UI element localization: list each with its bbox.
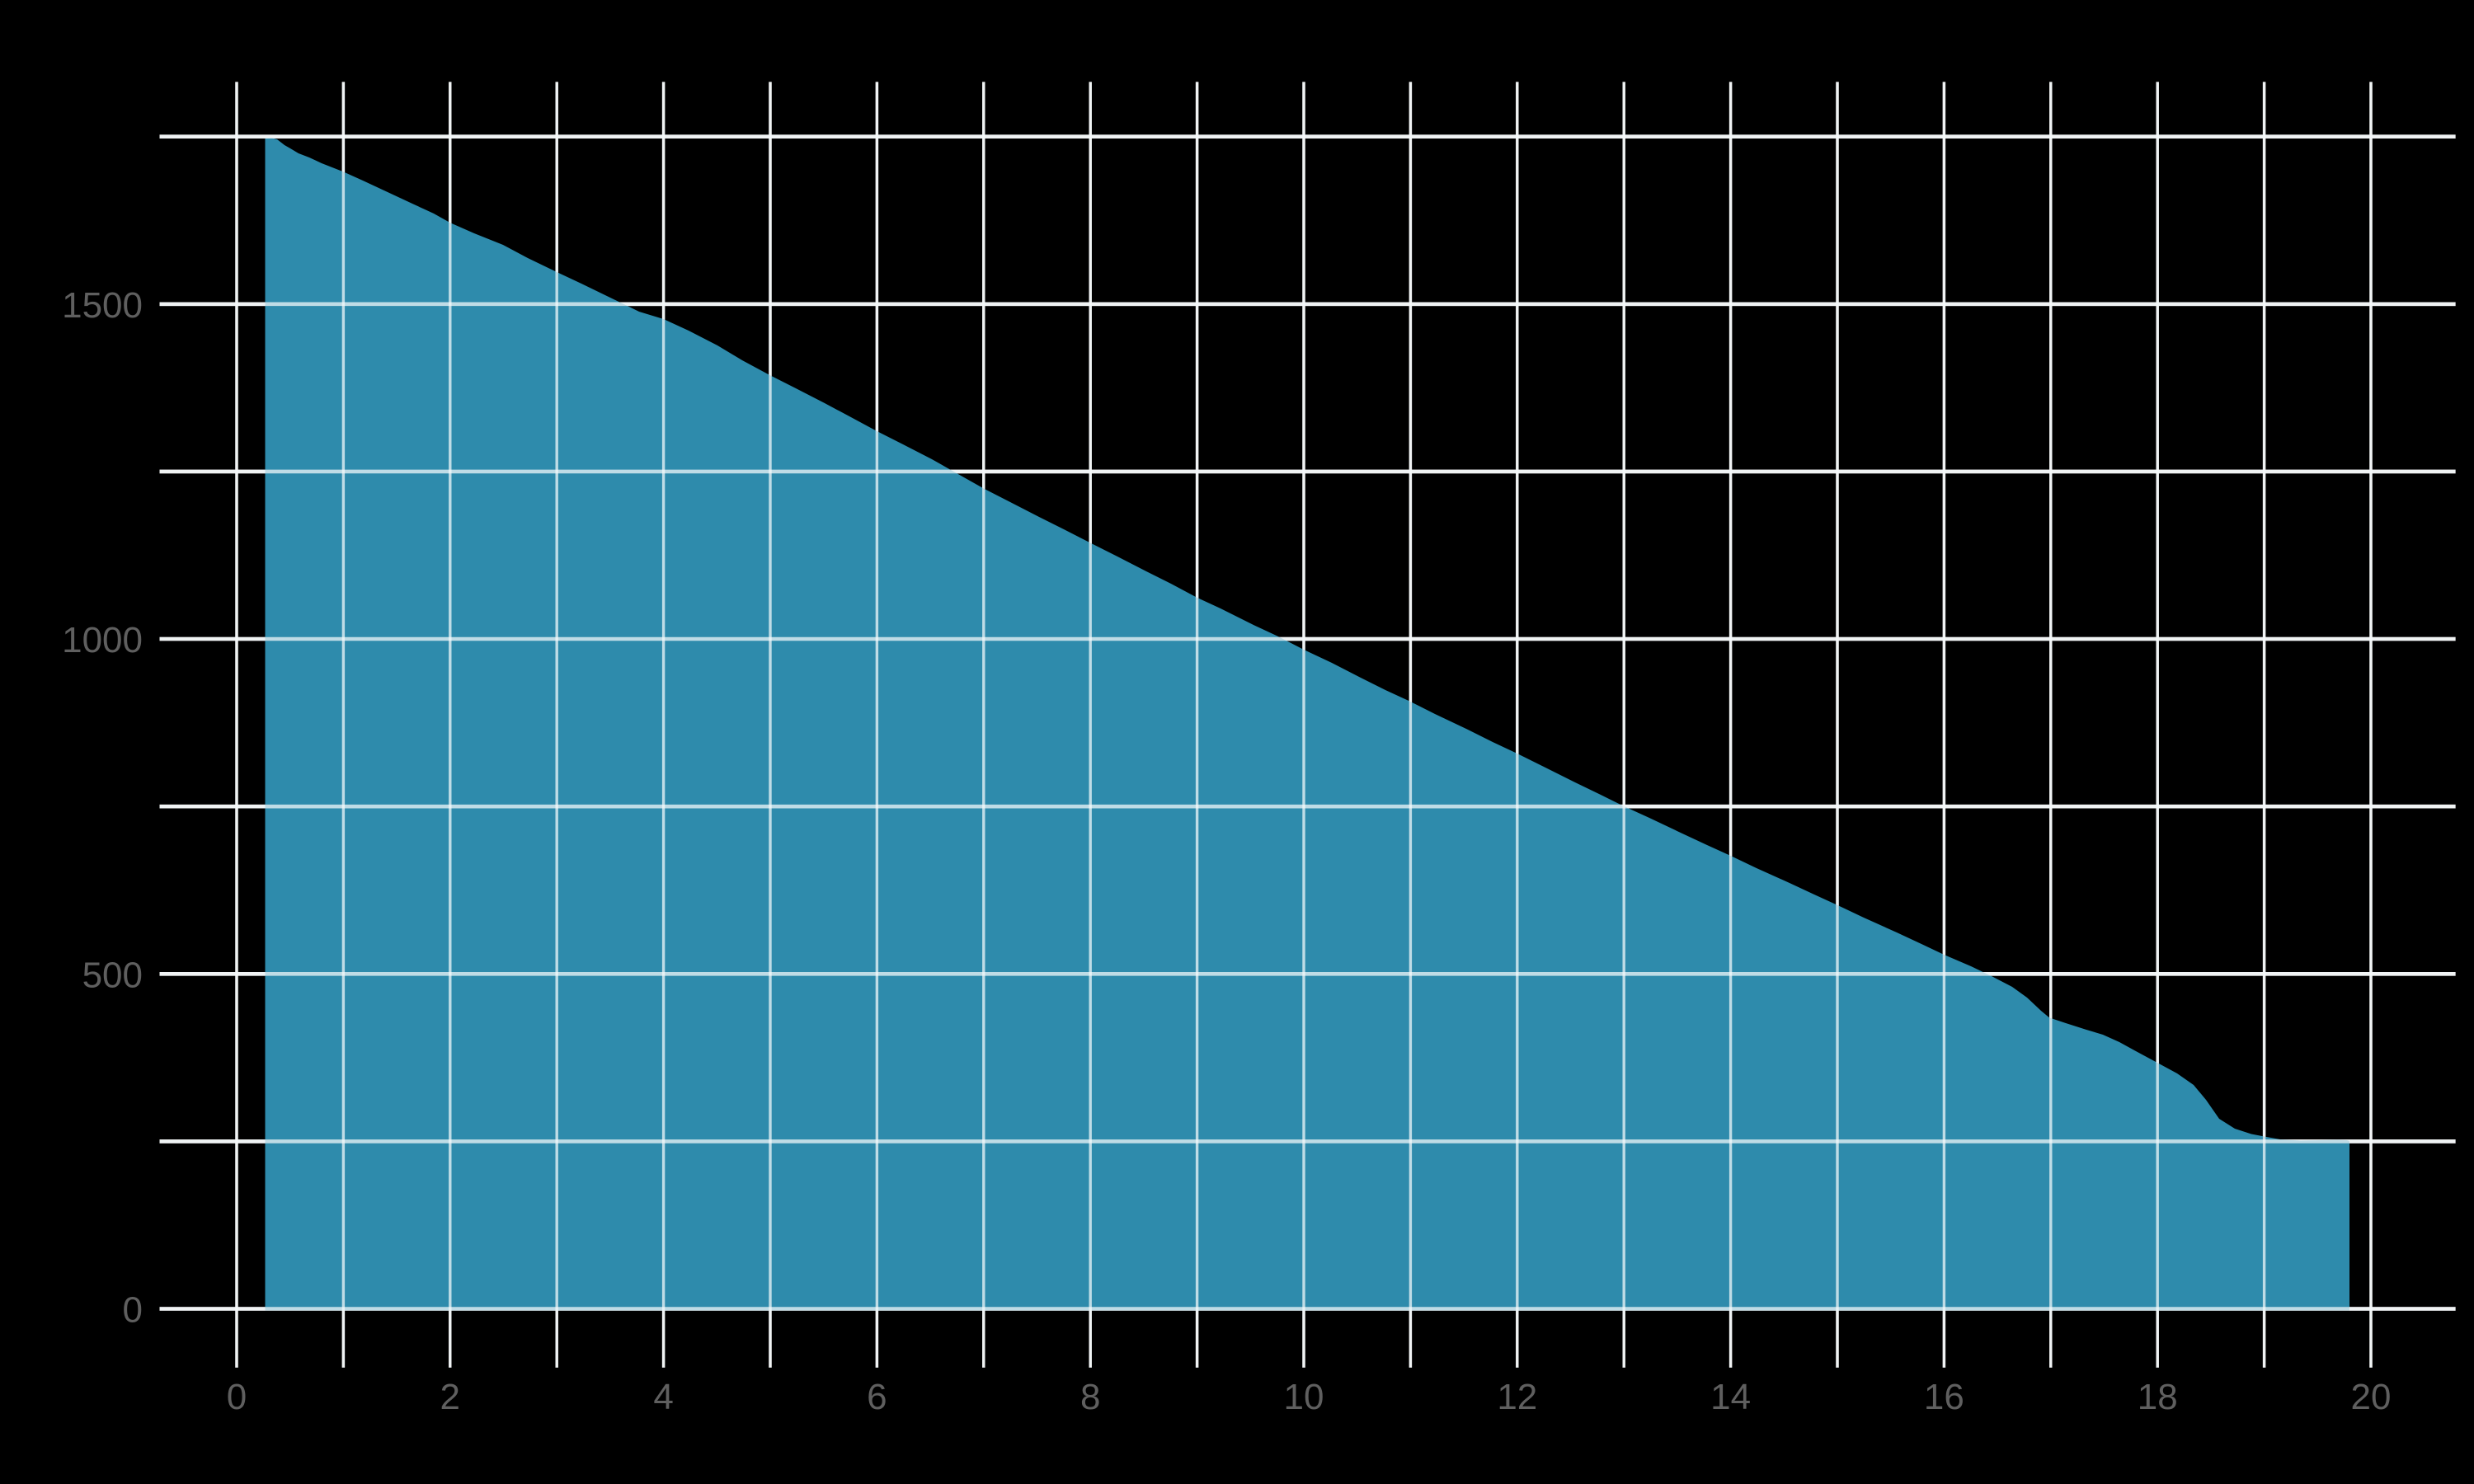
svg-text:0: 0 — [123, 1290, 143, 1331]
svg-text:14: 14 — [1710, 1377, 1751, 1417]
svg-text:4: 4 — [653, 1377, 673, 1417]
svg-text:8: 8 — [1080, 1377, 1100, 1417]
svg-text:2: 2 — [440, 1377, 460, 1417]
svg-text:500: 500 — [82, 955, 143, 995]
svg-text:0: 0 — [227, 1377, 247, 1417]
svg-text:10: 10 — [1284, 1377, 1324, 1417]
svg-text:12: 12 — [1497, 1377, 1537, 1417]
svg-text:16: 16 — [1924, 1377, 1964, 1417]
svg-text:1500: 1500 — [62, 285, 143, 326]
svg-text:18: 18 — [2138, 1377, 2178, 1417]
svg-text:20: 20 — [2351, 1377, 2392, 1417]
svg-text:1000: 1000 — [62, 620, 143, 660]
svg-text:6: 6 — [867, 1377, 887, 1417]
